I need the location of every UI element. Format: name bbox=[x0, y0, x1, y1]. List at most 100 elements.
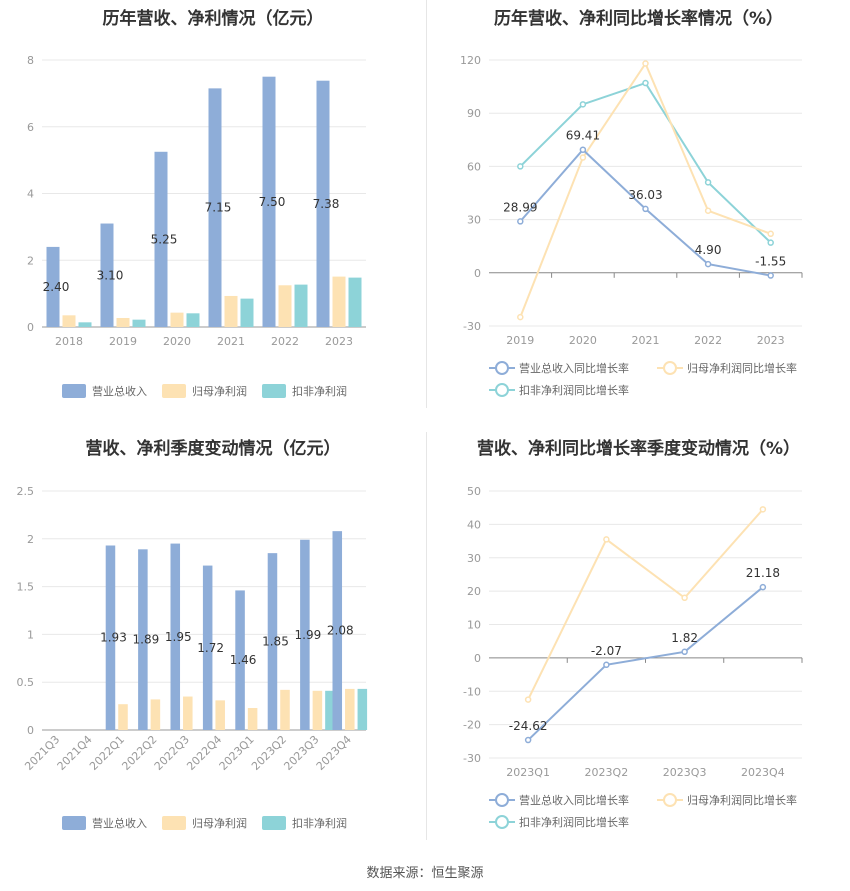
x-tick-label: 2023Q2 bbox=[249, 733, 289, 773]
bar-归母净利润 bbox=[183, 696, 193, 730]
bar-营业总收入 bbox=[202, 565, 213, 730]
legend-label: 扣非净利润 bbox=[292, 384, 347, 398]
legend-label: 扣非净利润同比增长率 bbox=[519, 383, 629, 397]
bar-扣非净利润 bbox=[325, 690, 335, 730]
annual-bar-panel: 历年营收、净利情况（亿元） 0 2 4 6 8 2.40 2018 3.10 2019 5.25 2… bbox=[0, 0, 426, 410]
y-tick-label: 40 bbox=[467, 518, 481, 531]
x-tick-label: 2022Q1 bbox=[87, 733, 127, 773]
annual-growth-panel: 历年营收、净利同比增长率情况（%） -30 0 30 60 90 120 2019 2020 2… bbox=[427, 0, 850, 410]
data-label: 1.99 bbox=[295, 628, 322, 642]
y-tick-label: 0 bbox=[474, 652, 481, 665]
data-label: 1.85 bbox=[262, 635, 289, 649]
data-label: 1.72 bbox=[197, 641, 224, 655]
data-label: 7.50 bbox=[259, 195, 286, 209]
legend-label: 营业总收入 bbox=[92, 816, 147, 830]
data-label: 4.90 bbox=[695, 243, 722, 257]
bar-营业总收入 bbox=[235, 590, 245, 730]
panel-divider-bottom bbox=[426, 432, 427, 840]
x-tick-label: 2021 bbox=[632, 334, 660, 347]
series-point bbox=[759, 583, 767, 591]
series-point bbox=[517, 313, 524, 321]
x-tick-label: 2019 bbox=[506, 334, 534, 347]
data-label: 7.15 bbox=[205, 201, 232, 215]
legend-swatch-marker bbox=[495, 361, 509, 375]
y-tick-label: 60 bbox=[467, 160, 481, 173]
series-point bbox=[767, 230, 774, 238]
y-tick-label: 2.5 bbox=[17, 485, 35, 498]
data-label: 28.99 bbox=[503, 200, 537, 214]
series-point bbox=[517, 218, 524, 225]
series-point bbox=[642, 205, 649, 213]
x-tick-label: 2021Q4 bbox=[55, 733, 95, 773]
legend-swatch bbox=[62, 816, 86, 830]
legend-swatch-marker bbox=[495, 383, 509, 397]
y-tick-label: 2 bbox=[27, 254, 34, 267]
x-tick-label: 2022Q3 bbox=[152, 733, 192, 773]
bar-归母净利润 bbox=[345, 688, 355, 730]
data-label: 2.08 bbox=[327, 624, 354, 638]
y-tick-label: 8 bbox=[27, 54, 34, 67]
bar-营业总收入 bbox=[170, 543, 181, 730]
bar-营业总收入 bbox=[100, 223, 114, 327]
series-point bbox=[642, 60, 649, 67]
series-line-营业总收入同比增长率 bbox=[527, 586, 764, 741]
legend-swatch-marker bbox=[663, 361, 677, 375]
y-tick-label: -10 bbox=[463, 685, 481, 698]
x-tick-label: 2023Q2 bbox=[585, 766, 629, 779]
x-tick-label: 2022Q4 bbox=[184, 733, 224, 773]
bar-营业总收入 bbox=[316, 80, 330, 327]
bar-归母净利润 bbox=[116, 317, 130, 327]
y-tick-label: -30 bbox=[463, 752, 481, 765]
bar-扣非净利润 bbox=[357, 688, 368, 730]
bar-营业总收入 bbox=[262, 76, 276, 327]
data-source-note: 数据来源：恒生聚源 bbox=[366, 866, 484, 881]
data-label: -2.07 bbox=[591, 644, 622, 658]
legend-swatch-marker bbox=[663, 793, 677, 807]
quarterly-bar-panel: 营收、净利季度变动情况（亿元） 0 0.5 1 1.5 2 2.5 2021Q3 2021Q4… bbox=[0, 430, 426, 845]
y-tick-label: 0 bbox=[27, 321, 34, 334]
x-tick-label: 2023Q1 bbox=[506, 766, 550, 779]
bar-归母净利润 bbox=[247, 708, 258, 730]
series-point bbox=[767, 239, 774, 246]
series-point bbox=[681, 594, 688, 602]
legend-label: 归母净利润 bbox=[192, 816, 247, 830]
data-label: 7.38 bbox=[313, 197, 340, 211]
y-tick-label: 20 bbox=[467, 585, 481, 598]
data-label: 21.18 bbox=[746, 566, 780, 580]
bar-归母净利润 bbox=[280, 689, 290, 730]
chart-title: 历年营收、净利同比增长率情况（%） bbox=[493, 9, 784, 29]
bar-扣非净利润 bbox=[294, 284, 308, 327]
x-tick-label: 2021Q3 bbox=[22, 733, 62, 773]
data-label: 5.25 bbox=[151, 232, 178, 246]
data-label: 2.40 bbox=[43, 280, 70, 294]
bar-营业总收入 bbox=[46, 246, 60, 327]
series-point bbox=[759, 506, 767, 513]
series-point bbox=[704, 179, 712, 186]
y-tick-label: 10 bbox=[467, 619, 481, 632]
bar-归母净利润 bbox=[278, 285, 292, 327]
chart-title: 历年营收、净利情况（亿元） bbox=[102, 9, 324, 29]
y-tick-label: 4 bbox=[27, 188, 34, 201]
data-label: 1.89 bbox=[133, 633, 160, 647]
series-line-营业总收入同比增长率 bbox=[519, 148, 771, 277]
series-point bbox=[524, 696, 532, 703]
series-point bbox=[579, 101, 587, 108]
legend-swatch bbox=[262, 816, 286, 830]
series-point bbox=[517, 163, 524, 170]
bar-营业总收入 bbox=[154, 151, 168, 327]
x-tick-label: 2022 bbox=[694, 334, 722, 347]
bar-归母净利润 bbox=[170, 312, 184, 327]
quarterly-growth-panel: 营收、净利同比增长率季度变动情况（%） -30 -20 -10 0 10 20 30 40 50… bbox=[427, 430, 850, 845]
y-tick-label: -20 bbox=[463, 719, 481, 732]
x-tick-label: 2020 bbox=[163, 335, 191, 348]
series-point bbox=[642, 79, 649, 87]
series-point bbox=[579, 146, 587, 153]
quarterly-growth-line-chart: -30 -20 -10 0 10 20 30 40 50 2023Q1 2023Q2 2023Q3 20… bbox=[463, 485, 803, 829]
x-tick-label: 2023Q4 bbox=[314, 733, 354, 773]
x-tick-label: 2022 bbox=[271, 335, 299, 348]
y-tick-label: 6 bbox=[27, 121, 34, 134]
y-tick-label: 0 bbox=[474, 267, 481, 280]
legend-swatch bbox=[262, 384, 286, 398]
bar-扣非净利润 bbox=[78, 322, 92, 327]
